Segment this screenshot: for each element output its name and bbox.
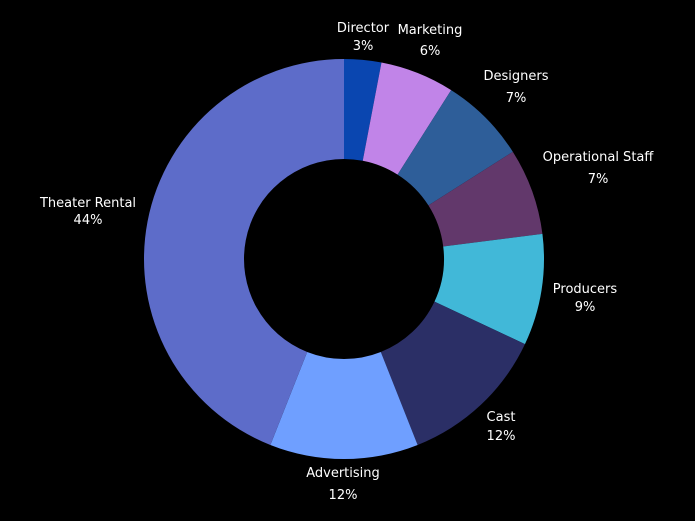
slice-advertising	[270, 351, 418, 459]
slice-director	[344, 59, 382, 161]
slice-label-theater-rental: Theater Rental	[39, 196, 136, 211]
slice-label-advertising: Advertising	[306, 466, 380, 481]
slice-percent-producers: 9%	[575, 300, 596, 315]
slice-percent-advertising: 12%	[329, 488, 358, 503]
slice-label-cast: Cast	[487, 410, 516, 425]
slice-label-operational-staff: Operational Staff	[543, 150, 655, 165]
slice-operational-staff	[428, 151, 543, 247]
slice-cast	[380, 301, 525, 445]
slice-percent-theater-rental: 44%	[74, 213, 103, 228]
donut-slices	[143, 59, 544, 459]
slice-percent-director: 3%	[353, 39, 374, 54]
slice-theater-rental	[143, 59, 344, 445]
slice-percent-operational-staff: 7%	[588, 172, 609, 187]
slice-designers	[397, 90, 513, 206]
slice-producers	[434, 233, 544, 345]
slice-label-director: Director	[337, 21, 390, 36]
slice-label-marketing: Marketing	[398, 23, 463, 38]
slice-labels: Director 3% Marketing 6% Designers 7% Operatio…	[39, 21, 654, 503]
slice-percent-designers: 7%	[506, 91, 527, 106]
slice-percent-cast: 12%	[487, 429, 516, 444]
slice-marketing	[362, 62, 452, 175]
slice-percent-marketing: 6%	[420, 44, 441, 59]
slice-label-producers: Producers	[553, 282, 618, 297]
slice-label-designers: Designers	[484, 69, 549, 84]
